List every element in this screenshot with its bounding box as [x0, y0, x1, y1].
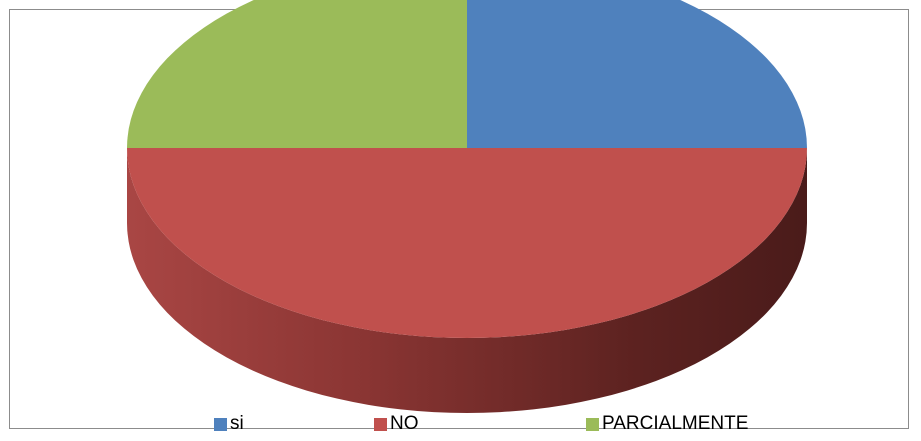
pie-side-wall: [127, 148, 807, 413]
legend-label-parcialmente: PARCIALMENTE: [602, 413, 749, 434]
legend-item-si: si: [214, 413, 244, 435]
legend: si NO PARCIALMENTE: [0, 413, 921, 439]
legend-label-si: si: [230, 413, 244, 434]
pie-slice-no: [127, 148, 807, 338]
legend-item-parcialmente: PARCIALMENTE: [586, 413, 748, 435]
legend-item-no: NO: [374, 413, 419, 435]
pie-slice-si: [467, 0, 807, 148]
legend-label-no: NO: [390, 413, 419, 434]
legend-swatch-parcialmente: [586, 417, 599, 431]
legend-swatch-si: [214, 417, 227, 431]
pie-slice-parcialmente: [127, 0, 467, 148]
legend-swatch-no: [374, 417, 387, 431]
